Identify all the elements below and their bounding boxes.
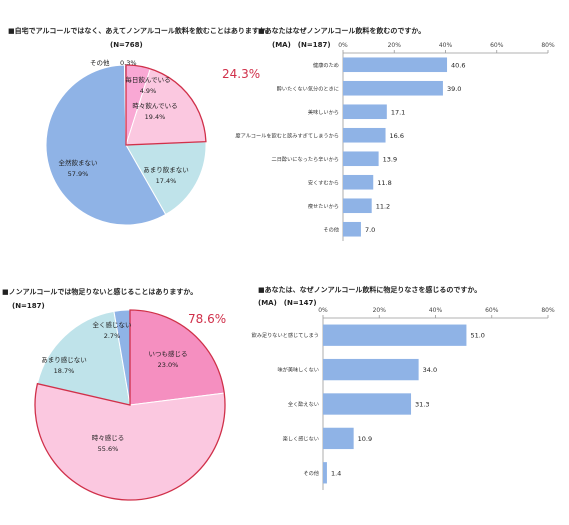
pie1-value-3: 57.9% xyxy=(68,170,89,178)
bar1-value-2: 17.1 xyxy=(391,108,405,116)
pie1-label-1: 時々飲んでいる xyxy=(132,101,177,110)
bar1-bar-2 xyxy=(343,104,387,120)
bar2-category-2: 全く酔えない xyxy=(288,400,319,408)
bar1-value-3: 16.6 xyxy=(390,132,404,140)
pie1-label-3: 全然飲まない xyxy=(59,158,98,167)
bar1-title: ■あなたはなぜノンアルコール飲料を飲むのですか。 xyxy=(258,26,425,35)
pie2-label-3: 全く感じない xyxy=(93,320,132,329)
bar2-tick-label-2: 40% xyxy=(429,307,443,314)
pie2-highlight-outline xyxy=(34,309,226,501)
bar1-tick-label-1: 20% xyxy=(388,42,402,49)
bar2-bar-4 xyxy=(323,462,327,484)
bar2-value-3: 10.9 xyxy=(358,435,372,443)
bar1-bar-0 xyxy=(343,57,448,73)
pie1-value-4: 0.3% xyxy=(120,59,137,67)
bar2-tick-label-1: 20% xyxy=(373,307,387,314)
pie2-title: ■ノンアルコールでは物足りないと感じることはありますか。 xyxy=(2,287,197,296)
bar2-tick-label-3: 60% xyxy=(485,307,499,314)
bar1-category-6: 痩せたいから xyxy=(308,202,339,210)
pie1-label-0: 毎日飲んでいる xyxy=(125,75,170,84)
pie2-value-1: 55.6% xyxy=(98,445,119,453)
bar1-category-4: 二日酔いになったら辛いから xyxy=(272,155,339,163)
bar1-category-3: 度アルコールを飲むと飲みすぎてしまうから xyxy=(235,131,339,139)
bar1-bar-6 xyxy=(343,198,372,214)
bar1-bar-1 xyxy=(343,80,443,96)
bar2-value-4: 1.4 xyxy=(331,469,341,477)
pie1-value-1: 19.4% xyxy=(145,113,166,121)
bar1-bar-7 xyxy=(343,221,361,237)
bar2-bar-3 xyxy=(323,427,354,450)
pie1-n-label: (N=768) xyxy=(110,41,143,49)
pie1-title: ■自宅でアルコールではなく、あえてノンアルコール飲料を飲むことはありますか。 xyxy=(8,26,273,35)
bar2-category-3: 楽しく感じない xyxy=(283,434,319,442)
bar1-category-1: 酔いたくない気分のときに xyxy=(277,84,339,92)
bar1-bar-3 xyxy=(343,127,386,143)
bar2-category-1: 味が美味しくない xyxy=(277,366,319,374)
bar2-value-2: 31.3 xyxy=(415,401,429,409)
bar1-tick-label-2: 40% xyxy=(439,42,453,49)
pie2-value-3: 2.7% xyxy=(104,332,121,340)
pie2-value-2: 18.7% xyxy=(54,367,75,375)
bar1-category-0: 健康のため xyxy=(313,61,339,69)
pie2-value-0: 23.0% xyxy=(158,361,179,369)
bar1-tick-label-4: 80% xyxy=(541,42,555,49)
bar2-category-0: 飲み足りないと感じてしまう xyxy=(252,331,319,339)
bar1-value-6: 11.2 xyxy=(376,202,390,210)
pie1-label-2: あまり飲まない xyxy=(143,165,189,174)
bar2-group: 0% 20% 40% 60% 80% 飲み足りないと感じてしまう 51.0 味が美味しくない 3… xyxy=(252,307,555,490)
bar2-value-0: 51.0 xyxy=(470,332,484,340)
bar1-category-7: その他 xyxy=(323,225,339,233)
pie1-highlight-outline xyxy=(125,64,207,146)
pie2-n-label: (N=187) xyxy=(12,302,45,310)
pie1-group: 毎日飲んでいる 4.9% 時々飲んでいる 19.4% あまり飲まない 17.4% 全然飲まな… xyxy=(45,58,207,226)
bar1-value-4: 13.9 xyxy=(383,155,397,163)
bar1-category-5: 安くすむから xyxy=(308,178,339,186)
pie1-slice-3 xyxy=(45,64,167,226)
bar1-tick-label-0: 0% xyxy=(338,42,348,49)
bar2-tick-label-4: 80% xyxy=(541,307,555,314)
bar1-value-1: 39.0 xyxy=(447,85,461,93)
bar2-bar-2 xyxy=(323,393,412,415)
bar2-tick-label-0: 0% xyxy=(318,307,328,314)
bar2-bar-0 xyxy=(323,324,467,346)
pie1-slice-2 xyxy=(125,141,207,216)
pie1-label-4: その他 xyxy=(90,58,110,67)
bar1-tick-label-3: 60% xyxy=(490,42,504,49)
bar2-value-1: 34.0 xyxy=(423,366,437,374)
bar2-category-4: その他 xyxy=(303,469,319,477)
pie2-group: いつも感じる 23.0% 時々感じる 55.6% あまり感じない 18.7% 全く感じない 2… xyxy=(34,309,226,501)
pie2-highlight: 78.6% xyxy=(188,312,226,326)
bar2-bar-1 xyxy=(323,358,419,381)
pie1-value-2: 17.4% xyxy=(156,177,177,185)
bar1-value-7: 7.0 xyxy=(365,226,375,234)
bar1-group: 0% 20% 40% 60% 80% 健康のため 40.6 酔いたくない気分のときに 39.0 美… xyxy=(235,42,555,241)
bar2-subtitle: (MA) (N=147) xyxy=(258,299,317,307)
bar1-category-2: 美味しいから xyxy=(308,108,339,116)
bar1-bar-5 xyxy=(343,174,374,190)
bar1-bar-4 xyxy=(343,151,379,167)
bar1-subtitle: (MA) (N=187) xyxy=(272,41,331,49)
pie2-slice-2 xyxy=(36,310,131,406)
bar2-title: ■あなたは、なぜノンアルコール飲料に物足りなさを感じるのですか。 xyxy=(258,285,481,294)
pie1-highlight: 24.3% xyxy=(222,67,260,81)
pie2-label-1: 時々感じる xyxy=(92,433,125,442)
pie2-label-2: あまり感じない xyxy=(41,355,87,364)
pie1-value-0: 4.9% xyxy=(140,87,157,95)
pie2-label-0: いつも感じる xyxy=(149,349,188,358)
bar1-value-0: 40.6 xyxy=(451,61,465,69)
bar1-value-5: 11.8 xyxy=(377,179,391,187)
